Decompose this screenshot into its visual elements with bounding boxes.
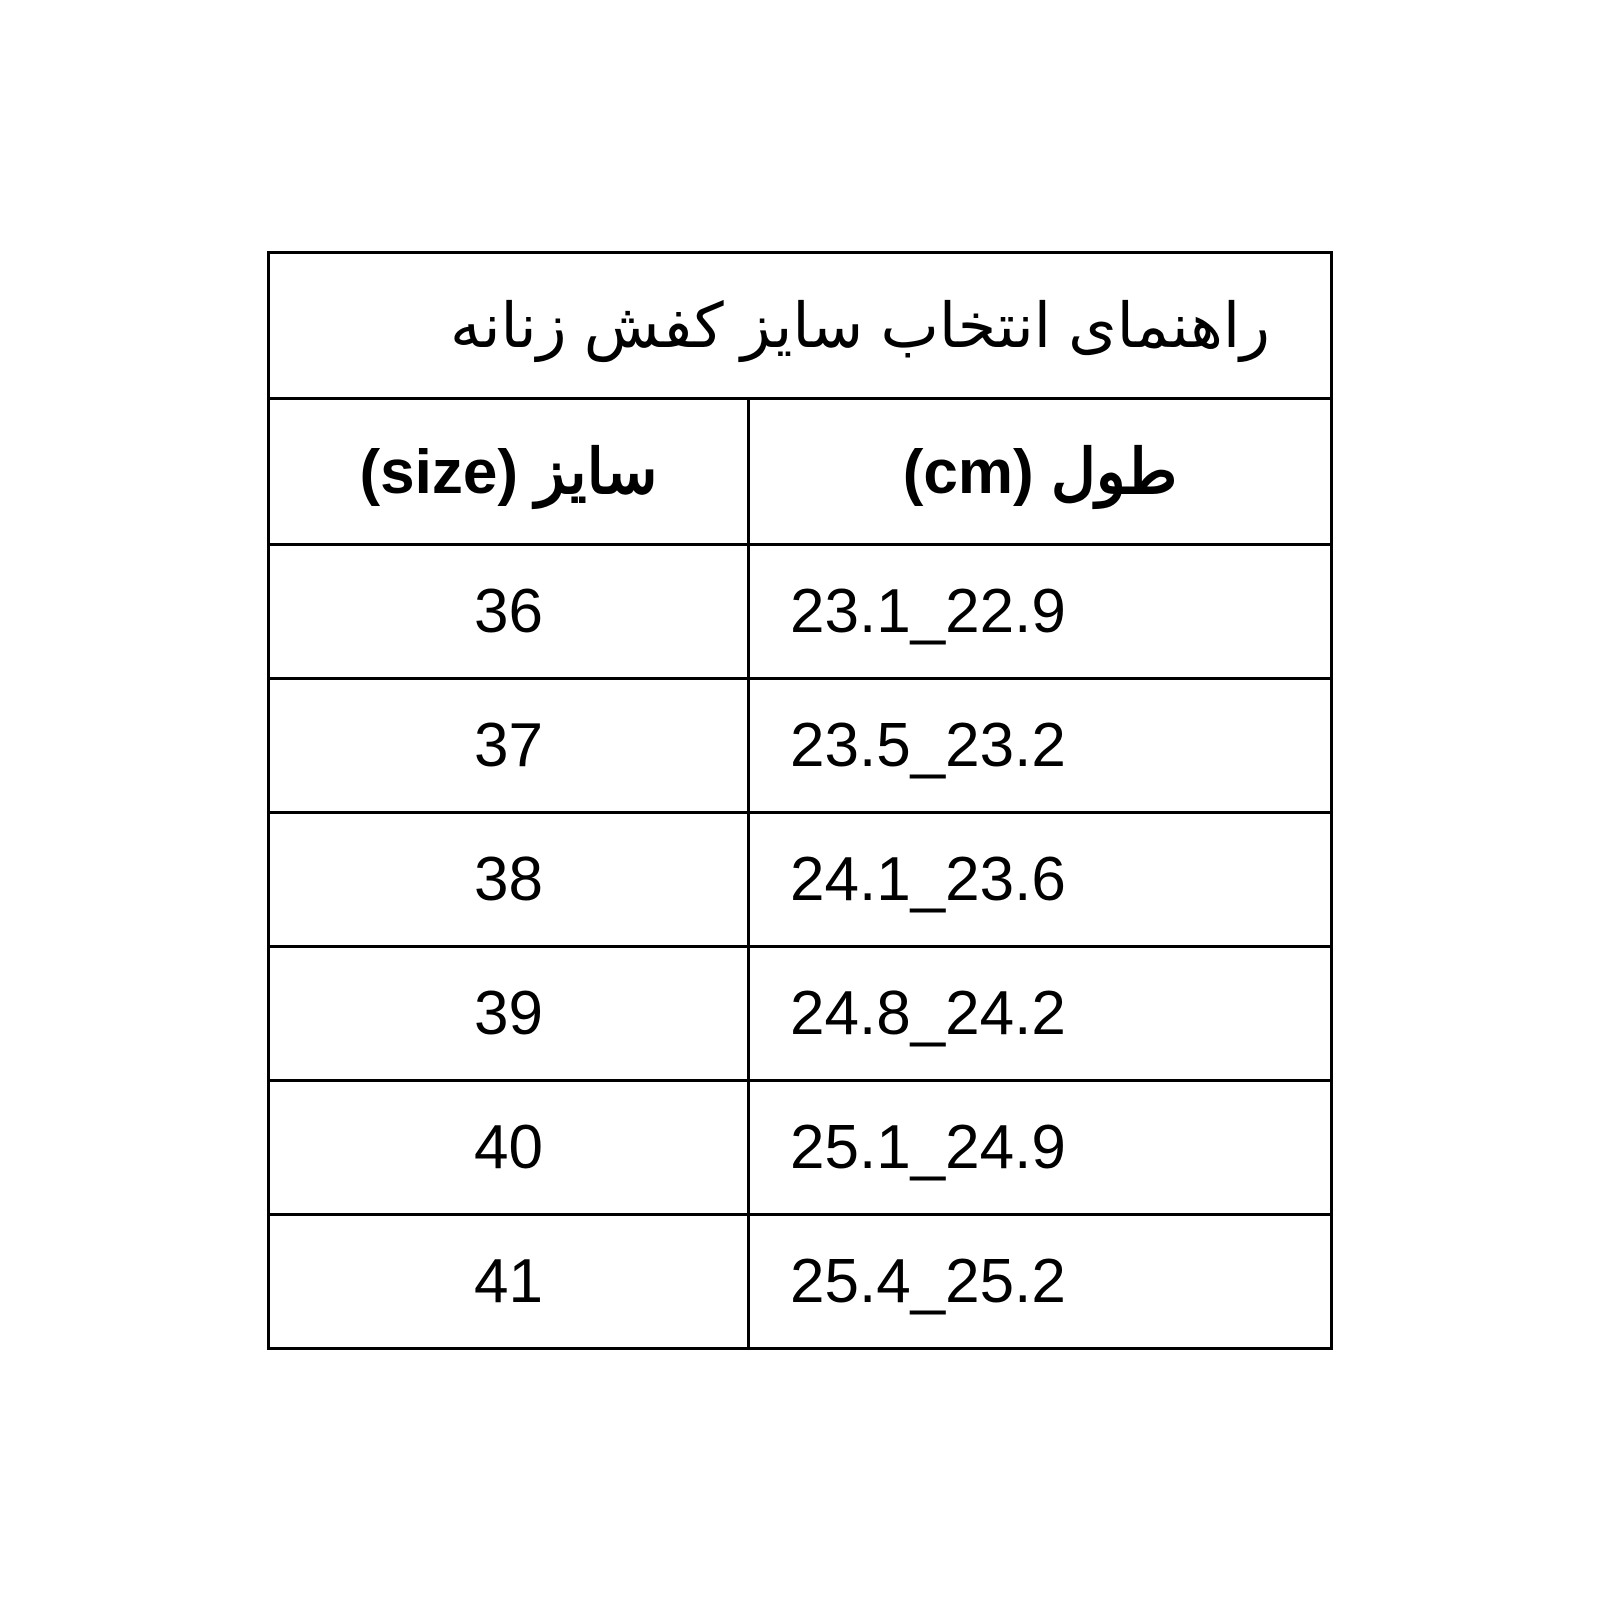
table-row: 40 25.1_24.9 — [270, 1082, 1330, 1216]
table-row: 41 25.4_25.2 — [270, 1216, 1330, 1347]
table-row: 37 23.5_23.2 — [270, 680, 1330, 814]
header-length: طول (cm) — [750, 400, 1330, 543]
table-title: راهنمای انتخاب سایز کفش زنانه — [270, 254, 1330, 400]
table-row: 36 23.1_22.9 — [270, 546, 1330, 680]
cell-length: 24.8_24.2 — [750, 948, 1330, 1079]
cell-size: 40 — [270, 1082, 750, 1213]
cell-size: 37 — [270, 680, 750, 811]
cell-size: 41 — [270, 1216, 750, 1347]
cell-size: 38 — [270, 814, 750, 945]
size-guide-table: راهنمای انتخاب سایز کفش زنانه سایز (size… — [267, 251, 1333, 1350]
cell-size: 39 — [270, 948, 750, 1079]
header-size: سایز (size) — [270, 400, 750, 543]
cell-length: 24.1_23.6 — [750, 814, 1330, 945]
cell-length: 23.1_22.9 — [750, 546, 1330, 677]
cell-length: 25.4_25.2 — [750, 1216, 1330, 1347]
table-row: 38 24.1_23.6 — [270, 814, 1330, 948]
cell-length: 23.5_23.2 — [750, 680, 1330, 811]
table-header-row: سایز (size) طول (cm) — [270, 400, 1330, 546]
cell-size: 36 — [270, 546, 750, 677]
cell-length: 25.1_24.9 — [750, 1082, 1330, 1213]
table-row: 39 24.8_24.2 — [270, 948, 1330, 1082]
